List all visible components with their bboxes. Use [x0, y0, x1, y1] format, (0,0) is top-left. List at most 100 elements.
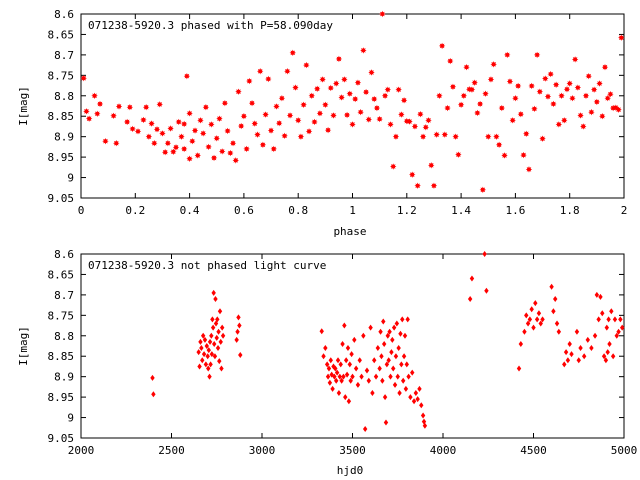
data-point — [210, 154, 218, 162]
data-point — [484, 287, 489, 294]
data-point — [332, 373, 337, 380]
data-point — [129, 125, 136, 133]
phased-x-tick-label: 2 — [621, 204, 628, 217]
phased-y-tick-label: 8.9 — [54, 131, 74, 144]
data-point — [338, 94, 345, 101]
data-point — [382, 394, 388, 401]
unphased-y-tick-label: 9 — [67, 412, 74, 425]
phased-x-tick-label: 0.2 — [125, 204, 145, 217]
data-point — [504, 51, 511, 59]
data-point — [482, 251, 487, 257]
unphased-y-tick-label: 8.75 — [48, 309, 75, 322]
data-point — [615, 106, 622, 113]
data-point — [447, 57, 454, 65]
data-point — [618, 34, 625, 41]
data-point — [506, 78, 514, 85]
data-point — [94, 110, 101, 117]
data-point — [544, 93, 552, 100]
data-point — [360, 47, 367, 54]
data-point — [373, 104, 381, 112]
data-point — [206, 365, 211, 372]
data-point — [214, 334, 219, 341]
phased-x-tick-label: 0.4 — [180, 204, 200, 217]
data-point — [330, 112, 337, 119]
data-point — [419, 133, 427, 140]
data-point — [576, 357, 581, 364]
data-point — [403, 385, 409, 392]
data-point — [547, 70, 554, 78]
phased-x-axis-label: phase — [333, 225, 366, 238]
data-point — [338, 361, 343, 368]
data-point — [533, 51, 541, 59]
data-point — [229, 140, 237, 147]
data-point — [240, 113, 248, 120]
phased-x-tick-label: 1.8 — [560, 204, 580, 217]
data-point — [368, 324, 373, 331]
unphased-x-tick-label: 4000 — [430, 444, 457, 457]
data-point — [207, 373, 212, 380]
unphased-y-tick-label: 8.85 — [48, 350, 75, 363]
data-point — [567, 340, 572, 347]
data-point — [384, 361, 390, 368]
data-point — [123, 118, 131, 126]
data-point — [402, 332, 408, 339]
data-point — [159, 130, 166, 137]
data-point — [218, 338, 223, 345]
data-point — [254, 131, 261, 138]
data-point — [334, 369, 340, 376]
data-point — [400, 97, 408, 104]
unphased-y-tick-label: 8.65 — [48, 268, 75, 281]
data-point — [592, 332, 598, 339]
data-point — [618, 316, 623, 323]
data-point — [561, 117, 568, 124]
data-point — [316, 110, 324, 117]
data-point — [528, 82, 535, 90]
data-point — [405, 316, 410, 323]
data-point — [601, 353, 607, 360]
data-point — [574, 328, 580, 335]
phased-y-tick-label: 8.6 — [54, 8, 74, 21]
unphased-x-tick-label: 2500 — [158, 444, 185, 457]
phased-y-tick-label: 8.8 — [54, 90, 74, 103]
data-point — [536, 88, 544, 95]
data-point — [455, 151, 462, 158]
data-point — [340, 340, 345, 347]
data-point — [126, 104, 134, 111]
data-point — [359, 373, 364, 380]
data-point — [606, 316, 611, 323]
data-point — [80, 75, 87, 82]
data-point — [212, 353, 218, 360]
data-point — [375, 345, 381, 352]
phased-x-tick-label: 0.6 — [234, 204, 254, 217]
unphased-x-axis-label: hjd0 — [337, 464, 364, 477]
data-point — [334, 377, 339, 384]
data-point — [381, 318, 386, 325]
unphased-x-tick-label: 3000 — [249, 444, 276, 457]
data-point — [215, 316, 220, 323]
data-point — [164, 140, 172, 147]
data-point — [609, 308, 614, 315]
data-point — [522, 328, 527, 335]
data-point — [430, 182, 438, 189]
data-point — [201, 351, 207, 358]
data-point — [150, 374, 155, 381]
data-point — [289, 49, 296, 57]
data-point — [390, 336, 395, 343]
data-point — [420, 412, 426, 419]
data-point — [558, 92, 565, 99]
data-point — [422, 124, 429, 131]
data-point — [203, 361, 209, 368]
data-point — [517, 110, 525, 118]
data-point — [206, 347, 211, 354]
data-point — [460, 92, 468, 99]
data-point — [598, 293, 603, 300]
data-point — [452, 133, 459, 140]
data-point — [216, 115, 223, 122]
data-point — [569, 351, 574, 358]
data-point — [224, 127, 231, 135]
data-point — [207, 338, 213, 345]
data-point — [217, 358, 222, 365]
data-point — [531, 324, 536, 331]
data-point — [553, 295, 558, 302]
